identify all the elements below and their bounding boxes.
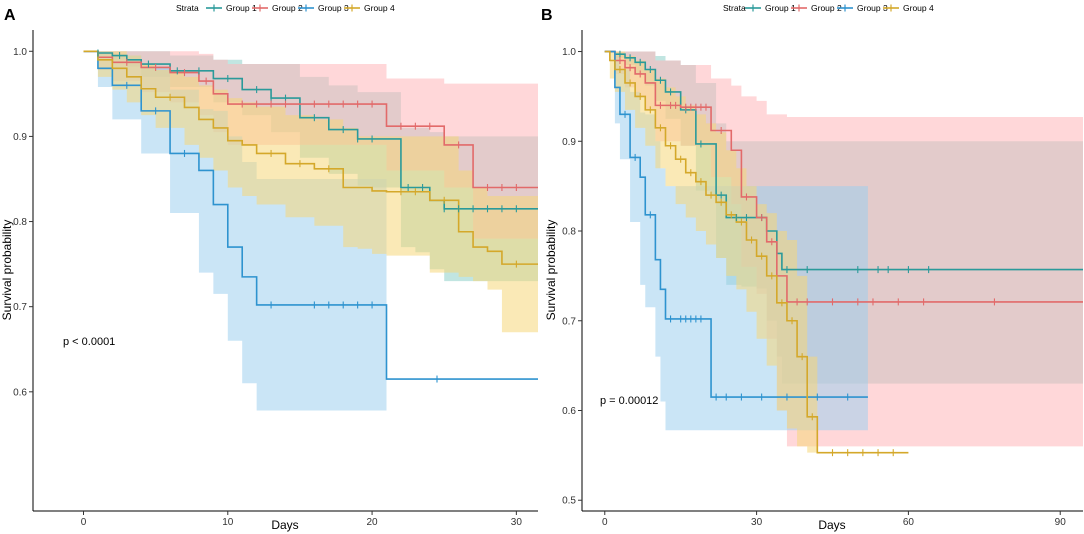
x-tick-label: 0	[602, 517, 608, 528]
y-tick-label: 0.8	[562, 227, 576, 238]
legend-item-group-2: Group 2	[252, 3, 303, 13]
legend: Strata Group 1 Group 2 Group 3 Group 4	[176, 3, 395, 13]
legend-item-group-2: Group 2	[791, 3, 842, 13]
legend-label-group-2: Group 2	[272, 3, 303, 13]
x-tick-label: 30	[511, 517, 523, 528]
legend-item-group-1: Group 1	[206, 3, 257, 13]
plot-area	[83, 49, 538, 411]
y-tick-label: 0.6	[13, 387, 27, 398]
legend-label-group-3: Group 3	[857, 3, 888, 13]
ci-band-group-4	[83, 51, 538, 333]
legend-item-group-4: Group 4	[883, 3, 934, 13]
p-value-annotation: p < 0.0001	[63, 336, 115, 348]
panel-label: A	[4, 7, 16, 24]
y-tick-label: 0.7	[13, 302, 27, 313]
legend-label-group-3: Group 3	[318, 3, 349, 13]
legend-item-group-4: Group 4	[344, 3, 395, 13]
legend-item-group-3: Group 3	[837, 3, 888, 13]
x-axis-title: Days	[271, 518, 298, 532]
legend-item-group-3: Group 3	[298, 3, 349, 13]
y-tick-label: 0.7	[562, 316, 576, 327]
legend-item-group-1: Group 1	[745, 3, 796, 13]
y-tick-label: 1.0	[13, 47, 27, 58]
legend-label-group-1: Group 1	[765, 3, 796, 13]
x-tick-label: 20	[367, 517, 379, 528]
legend-title: Strata	[176, 3, 199, 13]
y-tick-label: 0.9	[13, 132, 27, 143]
y-axis-title: Survival probability	[544, 220, 558, 321]
y-tick-label: 0.8	[13, 217, 27, 228]
axis-ticks: 0.6 0.7 0.8 0.9 1.0 0 10 20 30	[13, 47, 522, 528]
survival-curve-group-3	[83, 50, 538, 380]
plot-area	[604, 50, 1083, 457]
y-tick-label: 0.6	[562, 406, 576, 417]
x-tick-label: 10	[222, 517, 234, 528]
p-value-annotation: p = 0.00012	[600, 395, 658, 407]
x-axis-title: Days	[818, 518, 845, 532]
legend-label-group-1: Group 1	[226, 3, 257, 13]
x-tick-label: 0	[81, 517, 87, 528]
y-tick-label: 1.0	[562, 47, 576, 58]
legend-label-group-2: Group 2	[811, 3, 842, 13]
survival-curve-group-4	[83, 50, 538, 265]
y-axis-title: Survival probability	[0, 220, 14, 321]
x-tick-label: 60	[903, 517, 915, 528]
panel-b: B Strata Group 1 Group 2 Group 3 Gro	[541, 3, 1083, 532]
legend-label-group-4: Group 4	[903, 3, 934, 13]
x-tick-label: 90	[1055, 517, 1067, 528]
panel-a: A Strata Group 1 Group 2 Group 3 Gro	[0, 3, 538, 532]
legend-title: Strata	[723, 3, 746, 13]
axis-ticks: 0.5 0.6 0.7 0.8 0.9 1.0 0 30 60 90	[562, 47, 1066, 528]
y-tick-label: 0.5	[562, 496, 576, 507]
y-tick-label: 0.9	[562, 137, 576, 148]
survival-curve-group-3	[604, 50, 868, 398]
panel-label: B	[541, 7, 553, 24]
legend-label-group-4: Group 4	[364, 3, 395, 13]
legend: Strata Group 1 Group 2 Group 3 Group 4	[723, 3, 934, 13]
x-tick-label: 30	[751, 517, 763, 528]
